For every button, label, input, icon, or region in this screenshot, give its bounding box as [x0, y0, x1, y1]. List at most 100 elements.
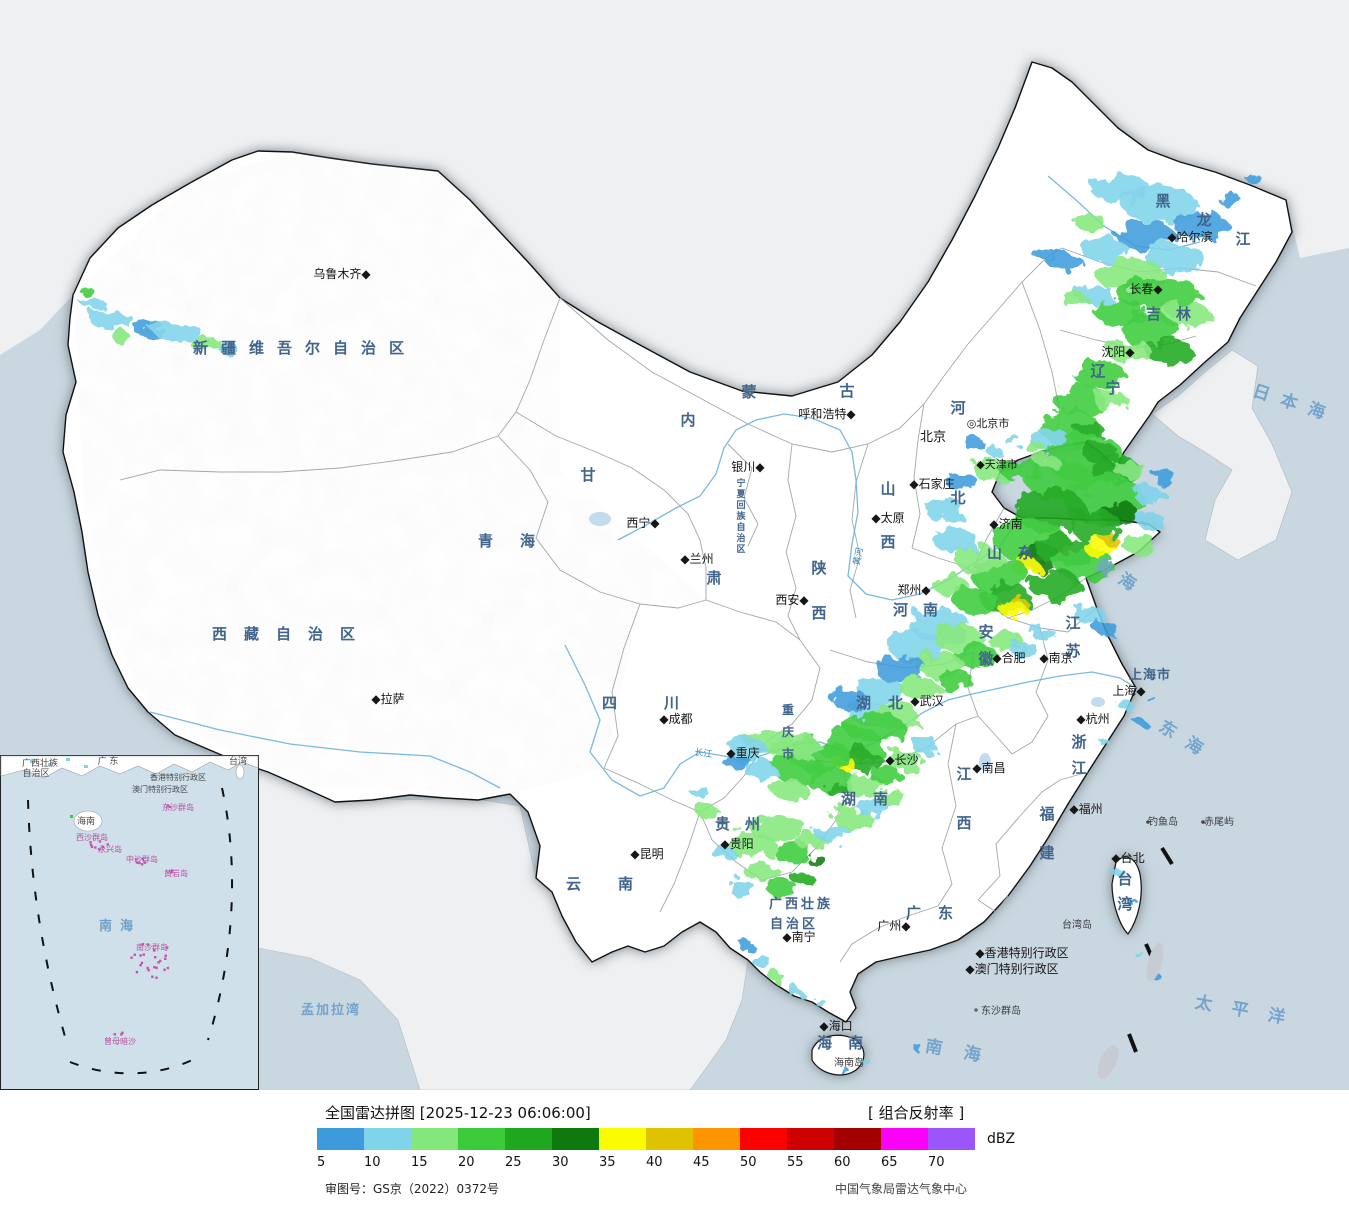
radar-echo	[1011, 596, 1025, 604]
radar-echo	[1122, 535, 1158, 555]
radar-echo	[1047, 253, 1083, 271]
city-label: 广州◆	[877, 919, 911, 933]
radar-echo	[790, 872, 814, 884]
radar-echo	[110, 331, 130, 341]
radar-echo	[987, 447, 1003, 457]
province-label: 自治区	[770, 916, 818, 932]
radar-echo	[944, 471, 976, 489]
province-label: 广西壮族	[769, 896, 833, 912]
legend-step: 25	[505, 1128, 552, 1170]
legend-value: 5	[317, 1155, 326, 1170]
inset-label: 西沙群岛	[76, 832, 108, 842]
island-marker	[89, 841, 92, 844]
radar-echo	[832, 690, 868, 710]
radar-echo	[911, 737, 939, 753]
radar-echo	[965, 439, 985, 451]
radar-echo	[688, 785, 708, 795]
city-label: ◆南宁	[782, 929, 815, 944]
taiwan-island	[1111, 856, 1142, 935]
inset-label: 东沙群岛	[162, 802, 194, 812]
legend-step: 45	[693, 1128, 740, 1170]
city-label: 银川◆	[731, 460, 765, 474]
boundary-dash-1	[1160, 846, 1174, 866]
legend-value: 40	[646, 1155, 663, 1170]
legend-step: 5	[317, 1128, 364, 1170]
radar-echo	[998, 600, 1026, 616]
color-scale: 5 10 15 20 25 30 35 40 45 50 55 60 65 70 dBZ	[317, 1128, 1015, 1170]
license-text: 审图号：GS京（2022）0372号	[325, 1182, 499, 1196]
brahmaputra-river	[149, 711, 501, 789]
radar-echo	[925, 498, 965, 522]
radar-echo	[933, 527, 977, 553]
island-marker	[90, 845, 94, 849]
legend-panel: 全国雷达拼图 [2025-12-23 06:06:00] [ 组合反射率 ] 5…	[0, 1090, 1349, 1208]
radar-echo	[1033, 249, 1057, 261]
legend-value: 10	[364, 1155, 381, 1170]
radar-echo	[953, 643, 997, 667]
island-marker	[146, 943, 150, 946]
island-marker	[130, 956, 133, 959]
island-marker	[98, 840, 102, 843]
legend-step: 20	[458, 1128, 505, 1170]
island-marker	[94, 846, 97, 849]
radar-echo	[770, 974, 786, 982]
province-label: 四川	[602, 694, 726, 712]
yellow-river	[617, 413, 1017, 601]
radar-echo	[1074, 214, 1106, 230]
island-marker	[146, 966, 149, 970]
radar-echo	[1081, 238, 1129, 262]
legend-swatch	[787, 1128, 834, 1150]
island-marker	[141, 943, 145, 946]
province-label: 江苏	[1065, 614, 1080, 660]
inset-coastline	[0, 755, 259, 779]
province-label: 内	[680, 411, 695, 429]
radar-echo	[83, 299, 107, 311]
inset-label: 自治区	[22, 767, 49, 779]
legend-value: 30	[552, 1155, 569, 1170]
city-label: ◆合肥	[992, 650, 1025, 665]
inset-label: 海南	[77, 815, 95, 827]
island-marker	[155, 966, 158, 970]
island-marker	[151, 975, 154, 978]
radar-echo	[710, 846, 734, 858]
radar-echo	[721, 752, 749, 768]
island-marker	[113, 1033, 117, 1036]
island-marker	[170, 869, 174, 872]
province-label: 湖北	[856, 694, 920, 712]
island-marker	[143, 861, 147, 864]
radar-echo	[1004, 435, 1020, 445]
radar-echo	[1135, 952, 1145, 958]
province-label: 山西	[880, 480, 895, 551]
island-marker	[159, 959, 162, 963]
radar-echo	[1134, 486, 1166, 504]
radar-echo	[814, 999, 826, 1005]
radar-echo	[766, 880, 798, 896]
inset-hainan	[73, 810, 103, 832]
river-label: 长江	[694, 746, 714, 760]
radar-echo	[856, 800, 888, 816]
radar-echo	[752, 957, 772, 967]
province-label: 辽	[1090, 362, 1105, 380]
legend-step: 15	[411, 1128, 458, 1170]
legend-swatch	[505, 1128, 552, 1150]
island-marker	[140, 961, 144, 965]
island-marker	[121, 1031, 124, 1034]
radar-echo	[1218, 194, 1242, 206]
province-label: 黑	[1155, 192, 1170, 210]
province-label: 海南	[817, 1034, 879, 1052]
legend-swatch	[317, 1128, 364, 1150]
radar-echo	[1146, 339, 1194, 365]
radar-echo	[1000, 459, 1040, 481]
radar-echo	[1114, 461, 1146, 479]
province-label: 陕西	[811, 559, 826, 622]
legend-value: 65	[881, 1155, 898, 1170]
source-text: 中国气象局雷达气象中心	[835, 1182, 968, 1196]
radar-echo	[932, 575, 968, 595]
radar-echo	[1145, 244, 1205, 272]
product-label: [ 组合反射率 ]	[868, 1104, 965, 1122]
radar-echo	[189, 336, 221, 350]
color-scale-swatches: 5 10 15 20 25 30 35 40 45 50 55 60 65 70	[317, 1128, 975, 1170]
city-label: ◆杭州	[1076, 711, 1109, 726]
city-label: ◆昆明	[630, 847, 663, 861]
